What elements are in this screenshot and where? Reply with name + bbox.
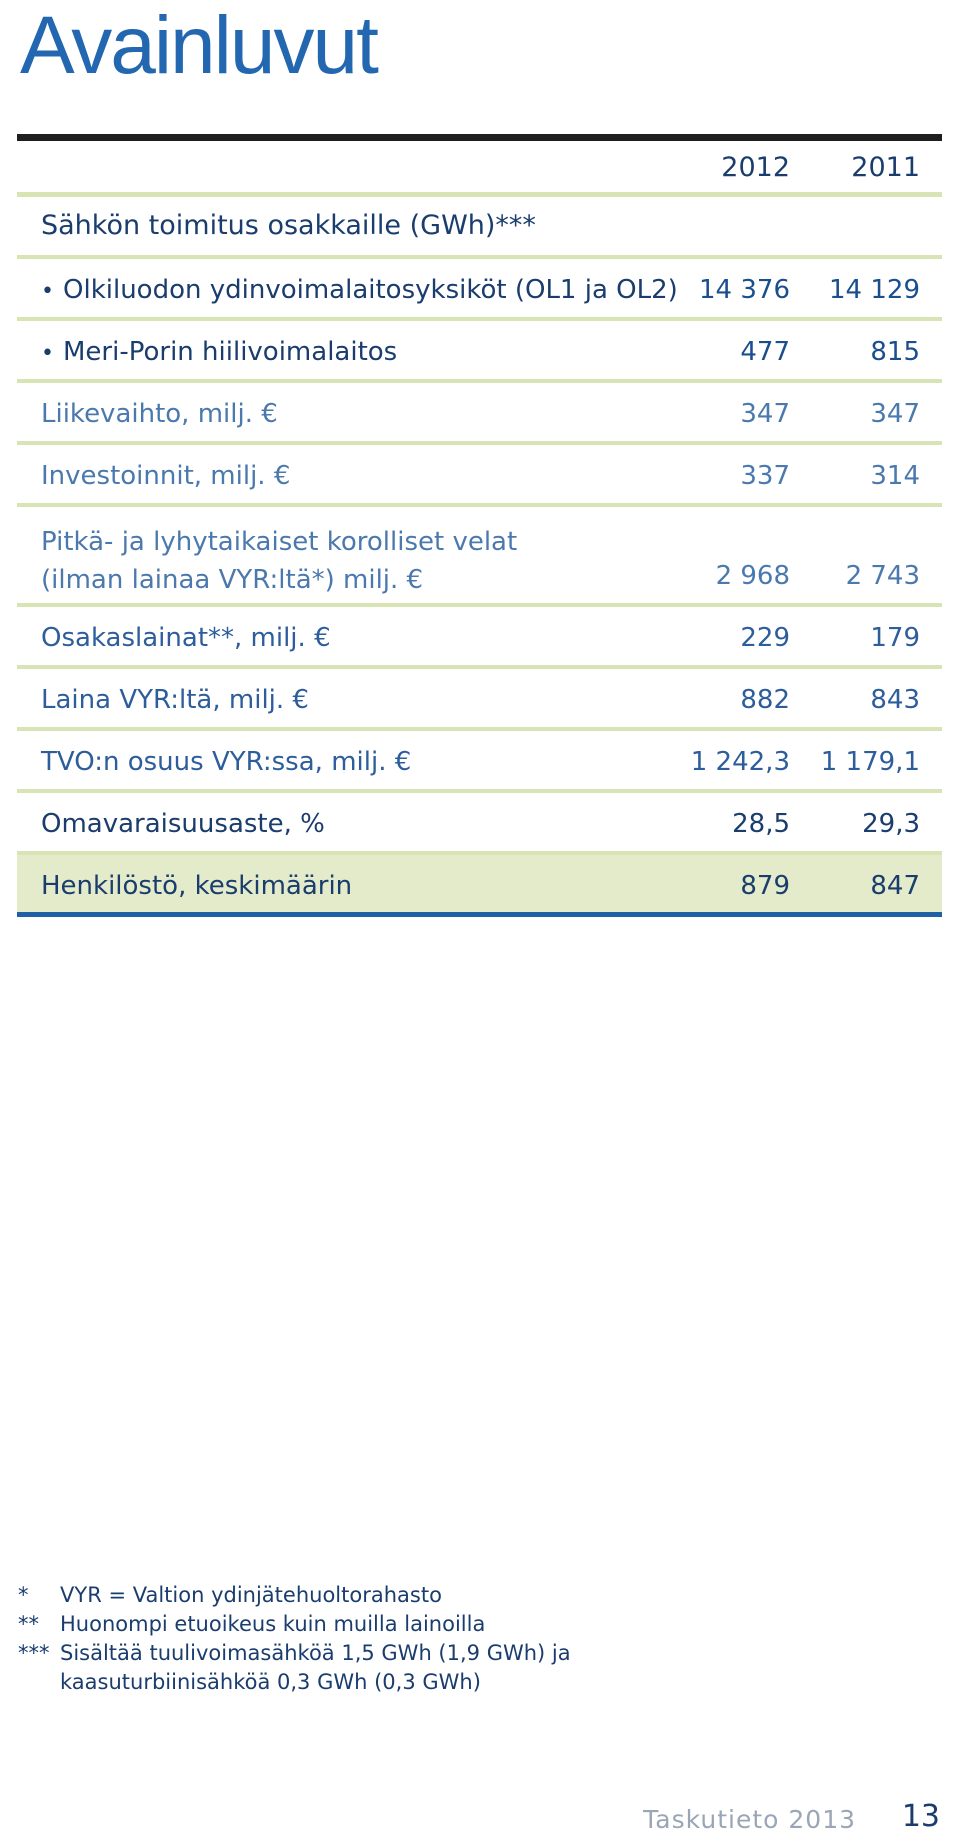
publication-name: Taskutieto 2013 (643, 1805, 856, 1834)
section-heading-row: Sähkön toimitus osakkaille (GWh)*** (17, 197, 942, 259)
value-2011: 347 (870, 399, 920, 429)
row-label: Pitkä- ja lyhytaikaiset korolliset velat… (41, 527, 518, 595)
row-label: Laina VYR:ltä, milj. € (41, 685, 309, 715)
column-header-2012: 2012 (721, 152, 790, 183)
value-2011: 1 179,1 (820, 747, 920, 777)
footnote: ** Huonompi etuoikeus kuin muilla lainoi… (18, 1610, 918, 1639)
table-row: Liikevaihto, milj. € 347 347 (17, 383, 942, 445)
row-label: Omavaraisuusaste, % (41, 809, 325, 839)
table-row: Omavaraisuusaste, % 28,5 29,3 (17, 793, 942, 855)
column-header-2011: 2011 (851, 152, 920, 183)
row-label: Investoinnit, milj. € (41, 461, 291, 491)
footnote-text: Huonompi etuoikeus kuin muilla lainoilla (60, 1612, 486, 1636)
value-2012: 28,5 (732, 809, 790, 839)
value-2011: 843 (870, 685, 920, 715)
row-label: Meri-Porin hiilivoimalaitos (63, 337, 398, 367)
value-2011: 14 129 (829, 275, 920, 305)
table-row: • Olkiluodon ydinvoimalaitosyksiköt (OL1 … (17, 259, 942, 321)
table-row: TVO:n osuus VYR:ssa, milj. € 1 242,3 1 1… (17, 731, 942, 793)
value-2011: 847 (870, 871, 920, 901)
footnote-text-continued: kaasuturbiinisähköä 0,3 GWh (0,3 GWh) (60, 1670, 481, 1694)
table-row-highlight: Henkilöstö, keskimäärin 879 847 (17, 855, 942, 917)
value-2012: 2 968 (715, 561, 790, 591)
key-figures-table: 2012 2011 Sähkön toimitus osakkaille (GW… (17, 141, 942, 917)
value-2012: 882 (740, 685, 790, 715)
header-rule (17, 134, 942, 141)
row-label: Henkilöstö, keskimäärin (41, 871, 353, 901)
table-row: Osakaslainat**, milj. € 229 179 (17, 607, 942, 669)
table-row: • Meri-Porin hiilivoimalaitos 477 815 (17, 321, 942, 383)
table-row: Pitkä- ja lyhytaikaiset korolliset velat… (17, 507, 942, 607)
bullet-icon: • (41, 279, 54, 304)
value-2011: 179 (870, 623, 920, 653)
value-2012: 1 242,3 (690, 747, 790, 777)
footnote-mark: *** (18, 1641, 50, 1665)
row-label: Liikevaihto, milj. € (41, 399, 278, 429)
value-2012: 14 376 (699, 275, 790, 305)
value-2011: 2 743 (845, 561, 920, 591)
footnote-text: VYR = Valtion ydinjätehuoltorahasto (60, 1583, 442, 1607)
value-2011: 815 (870, 337, 920, 367)
footnote-mark: ** (18, 1612, 39, 1636)
row-label: TVO:n osuus VYR:ssa, milj. € (41, 747, 412, 777)
row-label: Osakaslainat**, milj. € (41, 623, 331, 653)
footnotes: * VYR = Valtion ydinjätehuoltorahasto **… (18, 1581, 918, 1697)
bullet-icon: • (41, 341, 54, 366)
value-2011: 29,3 (862, 809, 920, 839)
value-2012: 879 (740, 871, 790, 901)
footnote-text: Sisältää tuulivoimasähköä 1,5 GWh (1,9 G… (60, 1641, 571, 1665)
footnote: * VYR = Valtion ydinjätehuoltorahasto (18, 1581, 918, 1610)
value-2012: 477 (740, 337, 790, 367)
page-number: 13 (901, 1799, 940, 1834)
table-row: Laina VYR:ltä, milj. € 882 843 (17, 669, 942, 731)
value-2012: 229 (740, 623, 790, 653)
page-title: Avainluvut (20, 0, 379, 91)
table-header-row: 2012 2011 (17, 141, 942, 197)
value-2012: 337 (740, 461, 790, 491)
table-row: Investoinnit, milj. € 337 314 (17, 445, 942, 507)
footnote: *** Sisältää tuulivoimasähköä 1,5 GWh (1… (18, 1639, 918, 1697)
section-heading: Sähkön toimitus osakkaille (GWh)*** (41, 210, 536, 241)
value-2011: 314 (870, 461, 920, 491)
footnote-mark: * (18, 1583, 29, 1607)
value-2012: 347 (740, 399, 790, 429)
row-label: Olkiluodon ydinvoimalaitosyksiköt (OL1 j… (63, 275, 678, 305)
